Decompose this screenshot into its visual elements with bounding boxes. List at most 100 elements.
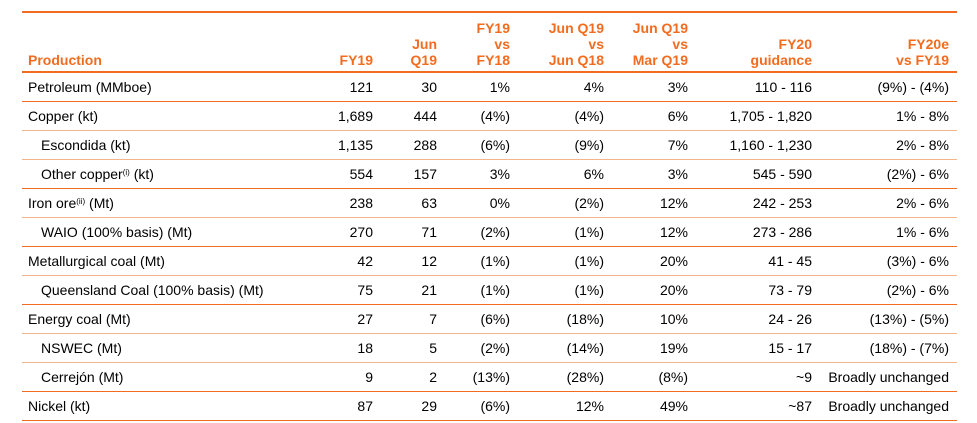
header-col-junq19-vs-marq19: Jun Q19 vs Mar Q19 <box>612 13 696 73</box>
production-summary: Production FY19 Jun Q19 FY19 vs FY18 Jun Q19 vs J… <box>22 11 957 421</box>
table-row: Copper (kt) 1,689 444 (4%) (4%) 6% 1,705 - 1,8… <box>22 101 957 131</box>
cell-fy20e-vs-fy19: 2% - 8% <box>820 130 957 160</box>
cell-fy20-guidance: 273 - 286 <box>696 217 820 247</box>
footnote-marker: (i) <box>122 168 130 177</box>
cell-jun-q19: 157 <box>381 159 445 189</box>
cell-fy19: 75 <box>314 275 381 305</box>
header-line: Jun Q19 <box>548 20 604 36</box>
cell-fy20-guidance: 1,705 - 1,820 <box>696 101 820 131</box>
table-row: Nickel (kt) 87 29 (6%) 12% 49% ~87 Broadly unch… <box>22 391 957 421</box>
cell-fy20e-vs-fy19: (2%) - 6% <box>820 275 957 305</box>
row-label: Cerrejón (Mt) <box>22 362 314 392</box>
cell-junq19-vs-junq18: (4%) <box>518 101 612 131</box>
header-line: Q19 <box>410 52 437 68</box>
cell-fy19-vs-fy18: (1%) <box>445 275 518 305</box>
table-body: Petroleum (MMboe) 121 30 1% 4% 3% 110 - 116 (9%… <box>22 72 957 421</box>
cell-jun-q19: 63 <box>381 188 445 218</box>
footnote-marker: (ii) <box>76 197 86 206</box>
cell-fy20-guidance: ~87 <box>696 391 820 421</box>
cell-fy19-vs-fy18: (2%) <box>445 217 518 247</box>
row-label-text: Iron ore <box>28 195 77 211</box>
cell-fy20e-vs-fy19: (18%) - (7%) <box>820 333 957 363</box>
header-line: Jun Q18 <box>548 52 604 68</box>
cell-jun-q19: 5 <box>381 333 445 363</box>
header-line: guidance <box>750 52 812 68</box>
header-line: Jun <box>412 36 437 52</box>
cell-fy19-vs-fy18: (4%) <box>445 101 518 131</box>
cell-junq19-vs-junq18: (18%) <box>518 304 612 334</box>
cell-junq19-vs-marq19: 12% <box>612 188 696 218</box>
cell-fy20-guidance: 110 - 116 <box>696 72 820 102</box>
cell-fy20e-vs-fy19: (13%) - (5%) <box>820 304 957 334</box>
cell-jun-q19: 21 <box>381 275 445 305</box>
cell-fy20e-vs-fy19: 1% - 8% <box>820 101 957 131</box>
cell-jun-q19: 29 <box>381 391 445 421</box>
cell-fy19: 1,689 <box>314 101 381 131</box>
cell-fy20e-vs-fy19: (3%) - 6% <box>820 246 957 276</box>
cell-fy19-vs-fy18: 1% <box>445 72 518 102</box>
row-label: Nickel (kt) <box>22 391 314 421</box>
cell-jun-q19: 288 <box>381 130 445 160</box>
row-label-text: NSWEC (Mt) <box>41 340 122 356</box>
table-row: Iron ore(ii) (Mt) 238 63 0% (2%) 12% 242 - 253… <box>22 188 957 218</box>
row-label-text: Metallurgical coal (Mt) <box>28 253 165 269</box>
cell-junq19-vs-marq19: 10% <box>612 304 696 334</box>
cell-fy19: 42 <box>314 246 381 276</box>
cell-fy19-vs-fy18: (6%) <box>445 304 518 334</box>
row-label-text: Energy coal (Mt) <box>28 311 131 327</box>
cell-fy19-vs-fy18: (1%) <box>445 246 518 276</box>
cell-fy19: 238 <box>314 188 381 218</box>
table-row: Cerrejón (Mt) 9 2 (13%) (28%) (8%) ~9 Broadly u… <box>22 362 957 392</box>
row-label-text: Nickel (kt) <box>28 398 91 414</box>
cell-fy19: 9 <box>314 362 381 392</box>
header-line: FY19 <box>476 20 510 36</box>
table-header-row: Production FY19 Jun Q19 FY19 vs FY18 Jun Q19 vs J… <box>22 13 957 73</box>
cell-fy20e-vs-fy19: 1% - 6% <box>820 217 957 247</box>
cell-fy20-guidance: 15 - 17 <box>696 333 820 363</box>
cell-fy19-vs-fy18: 0% <box>445 188 518 218</box>
header-col-junq19-vs-junq18: Jun Q19 vs Jun Q18 <box>518 13 612 73</box>
header-col-fy20e-vs-fy19: FY20e vs FY19 <box>820 13 957 73</box>
production-table: Production FY19 Jun Q19 FY19 vs FY18 Jun Q19 vs J… <box>22 13 957 421</box>
header-line: vs <box>672 36 688 52</box>
table-row: Queensland Coal (100% basis) (Mt) 75 21 (1%… <box>22 275 957 305</box>
cell-jun-q19: 12 <box>381 246 445 276</box>
cell-fy20e-vs-fy19: Broadly unchanged <box>820 362 957 392</box>
cell-fy19: 270 <box>314 217 381 247</box>
row-label: WAIO (100% basis) (Mt) <box>22 217 314 247</box>
row-label: Energy coal (Mt) <box>22 304 314 334</box>
top-rule <box>22 11 957 13</box>
row-label-text: Escondida (kt) <box>41 137 131 153</box>
cell-junq19-vs-marq19: 20% <box>612 246 696 276</box>
cell-junq19-vs-junq18: (2%) <box>518 188 612 218</box>
row-label-text: Other copper <box>41 166 123 182</box>
table-row: WAIO (100% basis) (Mt) 270 71 (2%) (1%) 12% 27… <box>22 217 957 247</box>
cell-junq19-vs-marq19: 7% <box>612 130 696 160</box>
header-line: FY19 <box>339 52 373 68</box>
cell-junq19-vs-marq19: 3% <box>612 72 696 102</box>
cell-fy20-guidance: 73 - 79 <box>696 275 820 305</box>
row-label-text: Cerrejón (Mt) <box>41 369 124 385</box>
table-row: Energy coal (Mt) 27 7 (6%) (18%) 10% 24 - 26 (1… <box>22 304 957 334</box>
cell-jun-q19: 444 <box>381 101 445 131</box>
cell-junq19-vs-junq18: 6% <box>518 159 612 189</box>
cell-junq19-vs-junq18: (1%) <box>518 275 612 305</box>
cell-junq19-vs-junq18: 12% <box>518 391 612 421</box>
header-col-jun-q19: Jun Q19 <box>381 13 445 73</box>
cell-fy19: 554 <box>314 159 381 189</box>
cell-junq19-vs-junq18: (1%) <box>518 246 612 276</box>
cell-junq19-vs-marq19: 6% <box>612 101 696 131</box>
cell-fy19-vs-fy18: 3% <box>445 159 518 189</box>
cell-fy19: 27 <box>314 304 381 334</box>
cell-junq19-vs-junq18: (9%) <box>518 130 612 160</box>
header-line: FY20e <box>907 36 949 52</box>
header-line: Mar Q19 <box>632 52 688 68</box>
cell-junq19-vs-junq18: (14%) <box>518 333 612 363</box>
row-label-text: WAIO (100% basis) (Mt) <box>41 224 193 240</box>
cell-fy20-guidance: ~9 <box>696 362 820 392</box>
row-label: Petroleum (MMboe) <box>22 72 314 102</box>
cell-fy19: 18 <box>314 333 381 363</box>
header-line: vs <box>588 36 604 52</box>
row-label: Iron ore(ii) (Mt) <box>22 188 314 218</box>
header-col-fy20-guidance: FY20 guidance <box>696 13 820 73</box>
